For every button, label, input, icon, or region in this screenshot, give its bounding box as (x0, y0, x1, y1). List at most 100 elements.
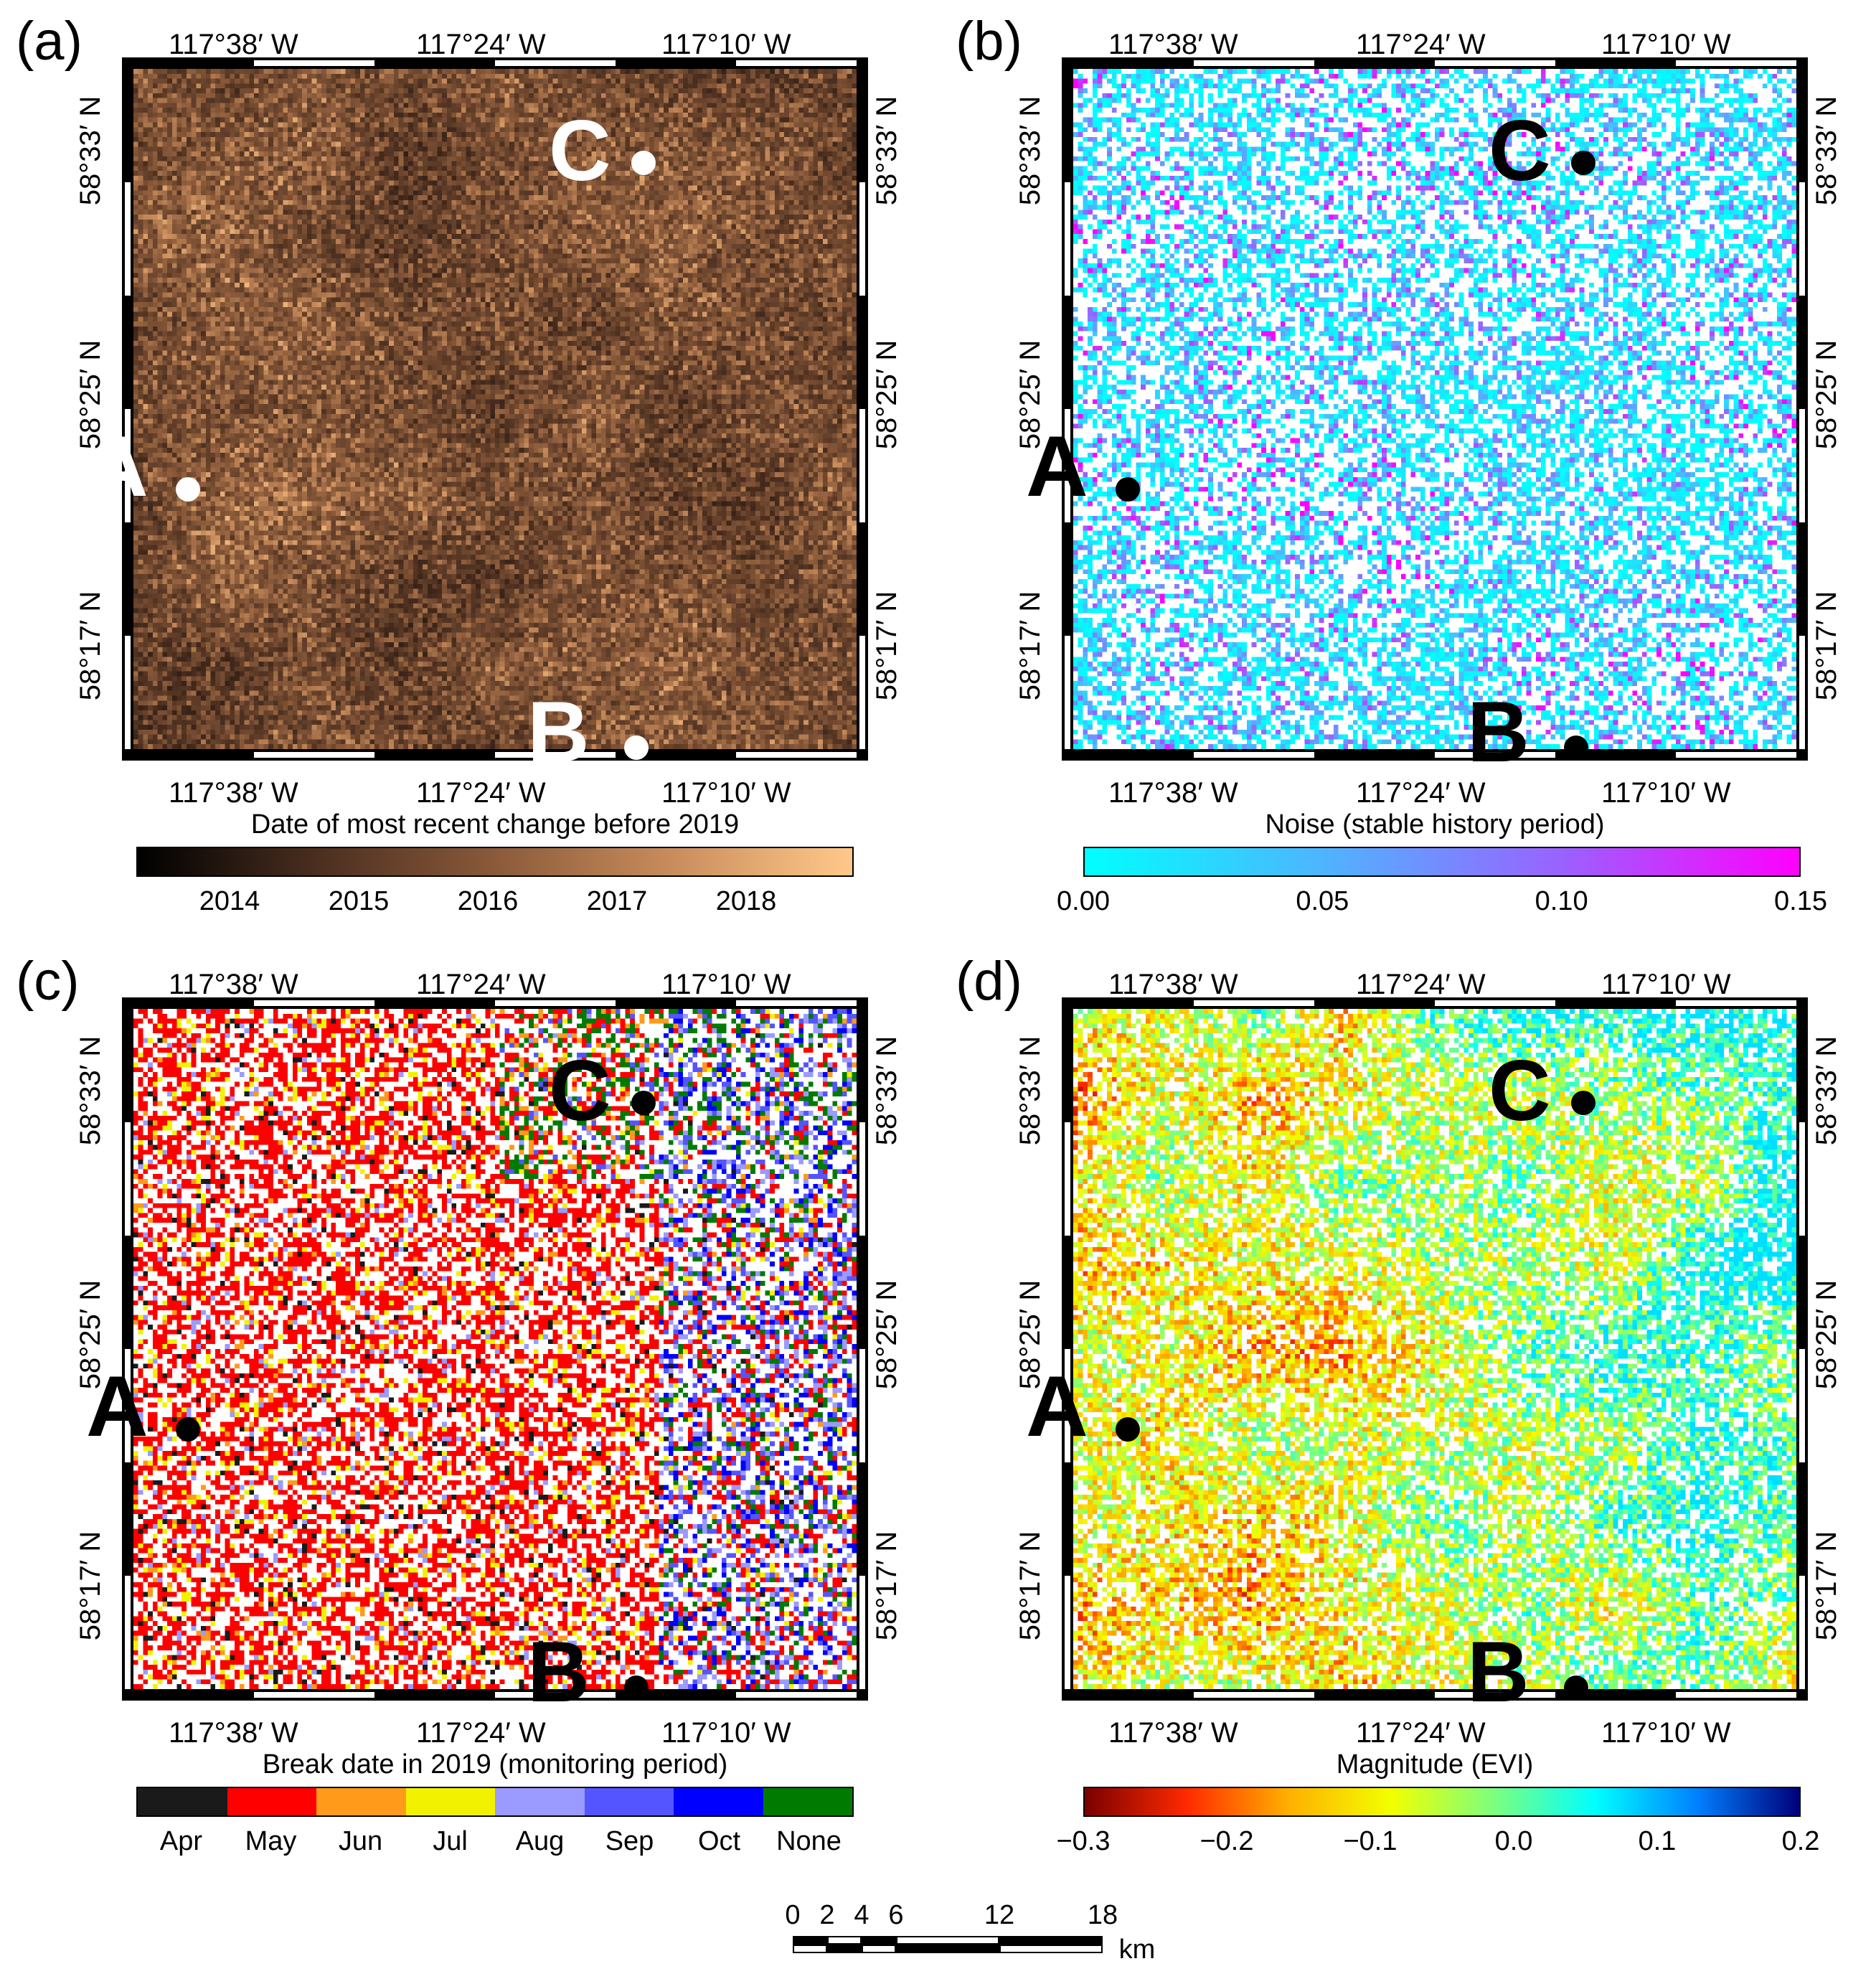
site-marker-c (631, 151, 656, 175)
neatline-segment (1799, 409, 1805, 522)
neatline-segment (1073, 1000, 1194, 1006)
neatline-segment (1799, 636, 1805, 749)
neatline-segment (374, 1000, 495, 1006)
colorbar-class-may (227, 1788, 316, 1815)
raster-map (1073, 1009, 1796, 1689)
neatline-segment (125, 1349, 131, 1462)
scale-bar-tick-label: 2 (819, 1900, 835, 1930)
neatline-segment (495, 752, 616, 758)
colorbar-class-apr (138, 1788, 227, 1815)
neatline-segment (125, 636, 131, 749)
site-marker-a (176, 477, 200, 502)
colorbar-tick-label: 0.1 (1638, 1826, 1677, 1856)
colorbar-title: Break date in 2019 (monitoring period) (262, 1749, 728, 1780)
lat-label-right: 58°17′ N (871, 1531, 903, 1641)
neatline-segment (1555, 1000, 1676, 1006)
site-label-c: C (1489, 103, 1551, 199)
neatline-segment (616, 1000, 736, 1006)
neatline-segment (254, 1000, 374, 1006)
colorbar-tick-label: 2015 (328, 886, 390, 916)
lat-label-left: 58°17′ N (75, 1531, 107, 1641)
neatline-segment (1314, 1000, 1435, 1006)
site-marker-b (624, 1675, 649, 1700)
lon-label-bottom: 117°10′ W (1601, 777, 1731, 809)
neatline-segment (859, 636, 865, 749)
scale-bar: 0 2 4 6 12 18 km (785, 1900, 1155, 1966)
lat-label-left: 58°33′ N (1014, 1035, 1047, 1146)
lon-label-top: 117°10′ W (661, 29, 791, 60)
panel-a: (a) 117°38′ W 117°38′ W 117°24′ W 117°24′ W 1… (0, 0, 933, 933)
neatline-segment (1799, 296, 1805, 409)
lon-label-top: 117°38′ W (169, 29, 298, 60)
neatline-segment (616, 1692, 736, 1698)
site-label-b: B (1467, 684, 1529, 780)
neatline-segment (859, 409, 865, 522)
colorbar-tick-label: 2016 (457, 886, 519, 916)
colorbar-class-aug (495, 1788, 585, 1815)
colorbar-class-label: Apr (159, 1826, 203, 1856)
lon-label-bottom: 117°24′ W (416, 1717, 546, 1749)
lon-label-top: 117°24′ W (416, 29, 546, 60)
colorbar-title: Date of most recent change before 2019 (250, 809, 740, 840)
panel-letter: (c) (16, 951, 80, 1012)
colorbar-tick-label: 2017 (586, 886, 648, 916)
scale-bar-segment (896, 1936, 999, 1945)
site-marker-a (176, 1417, 200, 1442)
neatline-segment (133, 60, 254, 66)
lat-label-right: 58°17′ N (871, 591, 903, 701)
lat-label-right: 58°33′ N (871, 95, 903, 206)
scale-bar-segment (827, 1945, 862, 1953)
neatline-segment (736, 1692, 857, 1698)
raster-map (133, 1009, 857, 1689)
neatline-segment (254, 60, 374, 66)
site-label-a: A (1026, 418, 1088, 514)
scale-bar-segment (793, 1936, 827, 1945)
scale-bar-segment (862, 1936, 896, 1945)
lon-label-top: 117°10′ W (1601, 969, 1731, 1000)
neatline-segment (125, 1122, 131, 1236)
lon-label-bottom: 117°10′ W (661, 777, 791, 809)
scale-bar-segment (999, 1936, 1103, 1945)
lat-label-left: 58°17′ N (1014, 1531, 1047, 1641)
site-label-c: C (549, 1043, 611, 1139)
lon-label-top: 117°10′ W (1601, 29, 1731, 60)
map-frame (122, 57, 868, 761)
scale-bar-tick-label: 12 (984, 1900, 1015, 1930)
neatline-segment (859, 1462, 865, 1576)
colorbar-title: Noise (stable history period) (1265, 809, 1605, 840)
panel-c: (c) 117°38′ W 117°38′ W 117°24′ W 117°24′ W 1… (0, 940, 933, 1873)
site-marker-a (1116, 477, 1140, 502)
neatline-segment (125, 1009, 131, 1122)
neatline-segment (1799, 1349, 1805, 1462)
colorbar (1083, 847, 1801, 877)
scale-bar-unit: km (1118, 1935, 1156, 1965)
neatline-segment (125, 1576, 131, 1689)
site-marker-c (631, 1091, 656, 1115)
colorbar-tick-label: 0.05 (1296, 886, 1349, 916)
neatline-segment (859, 1122, 865, 1236)
lat-label-right: 58°33′ N (1811, 1035, 1843, 1146)
neatline-segment (1676, 1692, 1796, 1698)
neatline-segment (736, 1000, 857, 1006)
panel-letter: (b) (956, 11, 1022, 72)
neatline-segment (254, 752, 374, 758)
colorbar-class-label: None (776, 1826, 842, 1856)
site-marker-b (1564, 1675, 1588, 1700)
neatline-segment (1435, 752, 1555, 758)
colorbar-tick-label: −0.2 (1199, 1826, 1254, 1856)
neatline-segment (1065, 296, 1070, 409)
neatline-segment (1799, 1576, 1805, 1689)
lat-label-left: 58°33′ N (1014, 95, 1047, 206)
neatline-segment (374, 752, 495, 758)
neatline-segment (1676, 752, 1796, 758)
lon-label-top: 117°24′ W (1356, 969, 1486, 1000)
colorbar-class-label: Oct (697, 1826, 741, 1856)
neatline-segment (1799, 1462, 1805, 1576)
neatline-segment (1555, 752, 1676, 758)
neatline-segment (125, 182, 131, 296)
neatline-segment (125, 409, 131, 522)
neatline-segment (254, 1692, 374, 1698)
neatline-segment (1065, 182, 1070, 296)
neatline-segment (859, 1009, 865, 1122)
lon-label-top: 117°10′ W (661, 969, 791, 1000)
